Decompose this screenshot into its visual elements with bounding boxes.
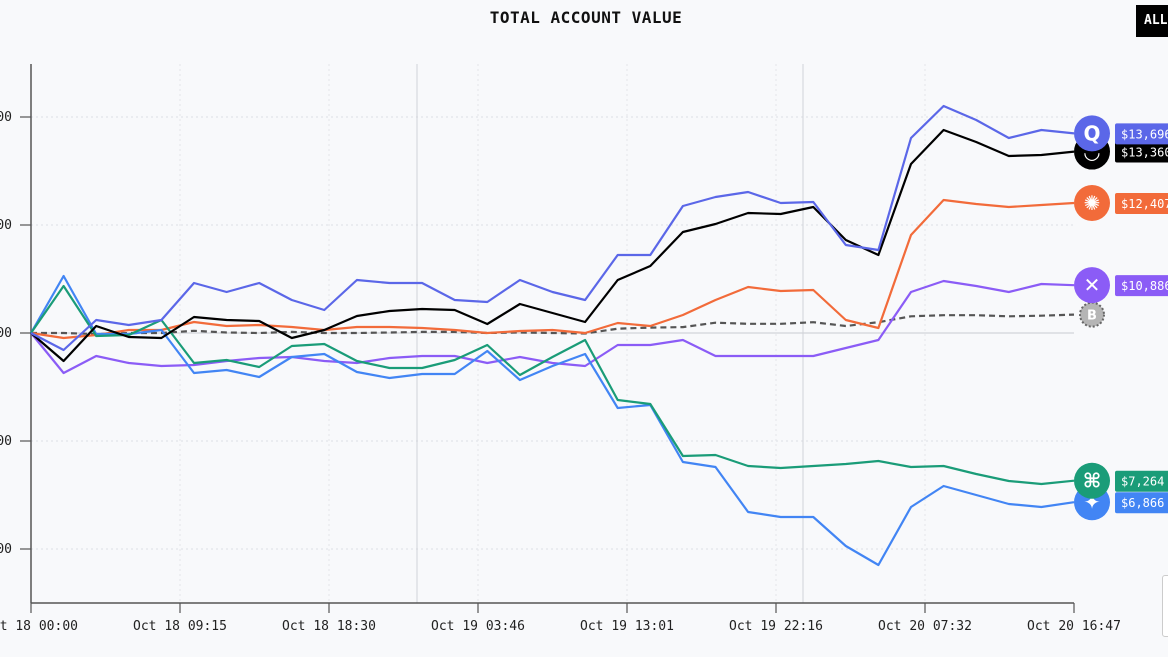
openai-logo-icon	[1074, 462, 1110, 499]
value-tag-bg	[1115, 275, 1168, 297]
value-tag-bg	[1115, 470, 1168, 492]
value-tag-bg	[1115, 492, 1168, 514]
claude-starburst-icon	[1074, 185, 1110, 222]
claude-starburst-icon-glyph: ✺	[1084, 191, 1101, 215]
series-line-btc-buy-hold	[31, 313, 1075, 336]
value-tag: $7,264	[1121, 475, 1164, 489]
value-tag-bg	[1115, 141, 1168, 163]
openai-logo-icon-glyph: ⌘	[1083, 469, 1102, 493]
x-tick-label: Oct 18 18:30	[282, 619, 376, 634]
series-line-gemini	[30, 274, 1075, 567]
series-line-gpt	[30, 284, 1075, 486]
x-tick-label: Oct 18 09:15	[133, 619, 227, 634]
series-end-marker[interactable]: ✺ $12,407	[1074, 185, 1168, 222]
value-tag-bg	[1115, 123, 1168, 145]
bitcoin-icon-glyph: B	[1087, 309, 1097, 324]
y-tick-label: $6,000	[0, 542, 12, 557]
x-tick-label: Oct 19 22:16	[729, 619, 823, 634]
value-tag: $13,360	[1121, 146, 1168, 160]
x-tick-label: Oct 18 00:00	[0, 619, 78, 634]
grok-logo-icon	[1074, 267, 1110, 304]
value-tag: $6,866	[1121, 496, 1164, 510]
series-end-marker[interactable]: B	[1079, 301, 1105, 328]
chart-title: TOTAL ACCOUNT VALUE	[489, 8, 683, 27]
y-tick-label: $12,000	[0, 218, 12, 233]
x-tick-label: Oct 19 13:01	[580, 619, 674, 634]
y-tick-label: $10,000	[0, 326, 12, 341]
series-line-deepseek	[30, 128, 1075, 363]
value-tag: $10,886	[1121, 279, 1168, 293]
value-tag: $12,407	[1121, 197, 1168, 211]
x-tick-label: Oct 20 16:47	[1027, 619, 1121, 634]
qwen-logo-icon-glyph: Q	[1083, 121, 1100, 145]
series-line-claude	[30, 198, 1075, 340]
series-end-marker[interactable]: ✕ $10,886	[1074, 267, 1168, 304]
value-tag-bg	[1115, 193, 1168, 215]
value-tag: $13,696	[1121, 127, 1168, 141]
grok-logo-icon-glyph: ✕	[1084, 273, 1101, 297]
series-line-grok	[30, 279, 1075, 375]
legend-toggle[interactable]	[1162, 575, 1168, 637]
y-tick-label: $14,000	[0, 110, 12, 125]
series-end-marker[interactable]: Q $13,696	[1074, 115, 1168, 152]
qwen-logo-icon	[1074, 115, 1110, 152]
series-end-marker[interactable]: ⌘ $7,264	[1074, 462, 1168, 499]
x-tick-label: Oct 19 03:46	[431, 619, 525, 634]
range-all-button[interactable]: ALL	[1136, 5, 1168, 37]
series-line-qwen	[30, 104, 1075, 352]
y-tick-label: $8,000	[0, 434, 12, 449]
x-tick-label: Oct 20 07:32	[878, 619, 972, 634]
